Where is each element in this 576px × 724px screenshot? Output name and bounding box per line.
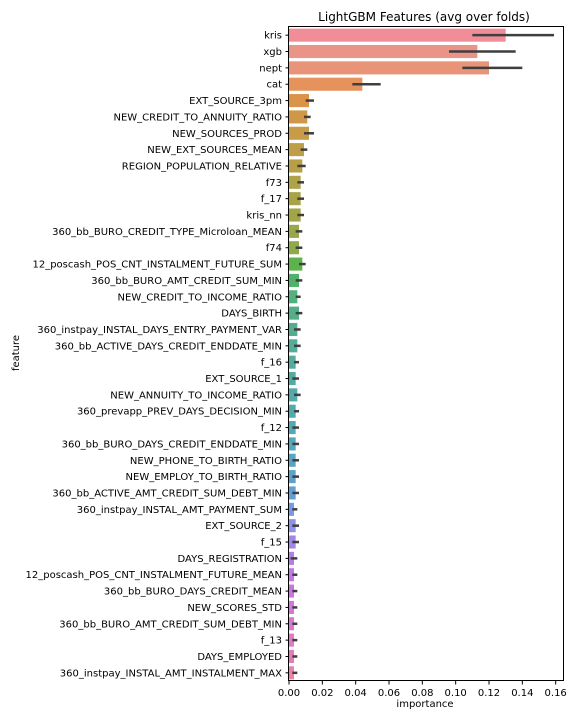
bar [289,94,309,108]
y-tick-label: 360_instpay_INSTAL_DAYS_ENTRY_PAYMENT_VA… [37,325,282,336]
bar [289,519,296,533]
y-tick-label: f73 [266,178,282,189]
bar [289,600,294,614]
y-tick-label: cat [266,80,282,91]
bar [289,77,363,91]
y-tick-label: f_17 [261,194,282,205]
bar [289,453,296,467]
bar [289,175,301,189]
bar [289,388,298,402]
bar [289,502,294,516]
x-tick-label: 0.12 [478,688,500,699]
y-tick-label: EXT_SOURCE_1 [205,374,282,385]
x-axis-label: importance [396,699,453,710]
bar [289,306,299,320]
y-tick-label: 12_poscash_POS_CNT_INSTALMENT_FUTURE_SUM [32,260,282,271]
bar [289,192,301,206]
bar [289,617,294,631]
x-tick-label: 0.06 [378,688,400,699]
x-tick-label: 0.14 [511,688,533,699]
y-tick-label: 360_bb_BURO_AMT_CREDIT_SUM_DEBT_MIN [59,619,282,630]
bar [289,61,489,75]
bar [289,666,294,680]
bar [289,649,294,664]
x-tick-label: 0.00 [278,688,300,699]
y-tick-label: NEW_ANNUITY_TO_INCOME_RATIO [110,390,282,401]
y-tick-label: NEW_CREDIT_TO_ANNUITY_RATIO [114,112,283,123]
bar [289,470,296,484]
bar [289,126,309,140]
y-tick-label: kris_nn [246,211,282,222]
y-tick-label: f74 [266,243,282,254]
x-tick-label: 0.04 [345,688,367,699]
bar [289,44,478,59]
bar [289,355,296,369]
y-tick-label: 360_bb_BURO_CREDIT_TYPE_Microloan_MEAN [52,227,282,238]
y-tick-label: NEW_SCORES_STD [187,603,282,614]
bar [289,257,303,271]
y-tick-label: f_15 [261,538,282,549]
y-tick-label: 360_bb_ACTIVE_AMT_CREDIT_SUM_DEBT_MIN [52,488,282,499]
bar [289,159,303,173]
bar [289,224,299,238]
y-tick-label: 360_bb_BURO_AMT_CREDIT_SUM_MIN [91,276,282,287]
y-tick-label: DAYS_REGISTRATION [178,554,282,565]
y-tick-label: NEW_SOURCES_PROD [172,129,282,140]
y-tick-labels: kris xgb nept cat EXT_SOURCE_3pm NEW_CREDIT_T… [26,31,289,679]
bar [289,143,304,157]
bar [289,486,296,500]
error-bars-layer [290,33,554,675]
bar [289,568,294,582]
bar [289,273,299,287]
bar [289,404,296,418]
bar [289,28,506,42]
y-axis-label: feature [11,335,22,371]
bar [289,339,298,353]
y-tick-label: 12_poscash_POS_CNT_INSTALMENT_FUTURE_MEA… [26,570,282,581]
chart-title: LightGBM Features (avg over folds) [318,10,530,24]
y-tick-label: EXT_SOURCE_2 [205,521,282,532]
bar [289,110,308,124]
bar [289,241,299,255]
y-tick-label: 360_bb_BURO_DAYS_CREDIT_MEAN [104,587,282,598]
bar [289,290,298,304]
y-tick-label: 360_bb_ACTIVE_DAYS_CREDIT_ENDDATE_MIN [55,341,282,352]
y-tick-label: 360_prevapp_PREV_DAYS_DECISION_MIN [77,407,282,418]
bar [289,208,301,222]
x-tick-label: 0.10 [445,688,467,699]
bars-layer [289,28,506,680]
x-axis: 0.00 0.02 0.04 0.06 0.08 0.10 0.12 0.14 0.16 [278,681,567,699]
y-tick-label: nept [259,63,282,74]
y-tick-label: xgb [263,47,282,58]
bar [289,584,294,598]
y-tick-label: NEW_CREDIT_TO_INCOME_RATIO [118,292,283,303]
bar [289,421,296,435]
y-tick-label: f_16 [261,358,282,369]
plot-frame [288,26,564,681]
y-tick-label: 360_bb_BURO_DAYS_CREDIT_ENDDATE_MIN [62,439,282,450]
y-tick-label: 360_instpay_INSTAL_AMT_INSTALMENT_MAX [60,668,282,679]
bar [289,437,296,451]
y-tick-label: DAYS_BIRTH [221,309,282,320]
y-tick-label: EXT_SOURCE_3pm [189,96,282,107]
y-tick-label: NEW_EXT_SOURCES_MEAN [147,145,282,156]
x-tick-label: 0.02 [311,688,333,699]
y-tick-label: f_12 [261,423,282,434]
bar [289,371,296,386]
y-tick-label: DAYS_EMPLOYED [197,652,282,663]
bar [289,535,296,549]
y-tick-label: kris [264,31,282,42]
x-tick-label: 0.08 [411,688,433,699]
y-tick-label: NEW_PHONE_TO_BIRTH_RATIO [130,456,282,467]
y-tick-label: NEW_EMPLOY_TO_BIRTH_RATIO [126,472,283,483]
bar [289,322,298,337]
x-tick-label: 0.16 [545,688,567,699]
y-tick-label: f_13 [261,636,282,647]
y-tick-label: 360_instpay_INSTAL_AMT_PAYMENT_SUM [77,505,282,516]
y-tick-label: REGION_POPULATION_RELATIVE [122,161,282,172]
bar [289,633,294,647]
